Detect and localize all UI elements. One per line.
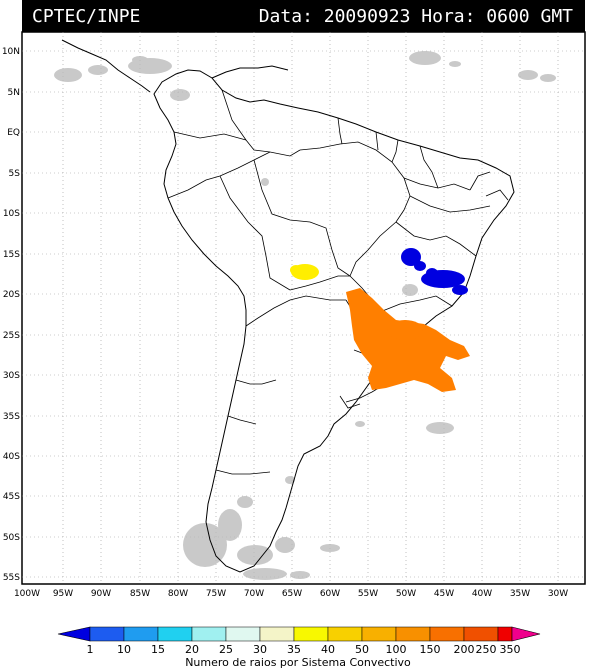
- legend-tick: 20: [185, 643, 199, 656]
- legend-swatch: [463, 626, 499, 642]
- lat-label: 20S: [3, 290, 20, 300]
- legend-swatch: [259, 626, 295, 642]
- longitude-labels: 100W 95W 90W 85W 80W 75W 70W 65W 60W 55W…: [14, 589, 568, 599]
- legend-swatch: [327, 626, 363, 642]
- legend-tick: 100: [386, 643, 407, 656]
- lat-label: 55S: [3, 573, 20, 583]
- legend-swatch: [429, 626, 465, 642]
- legend-tick: 15: [151, 643, 165, 656]
- legend-tick: 30: [253, 643, 267, 656]
- legend-swatch: [361, 626, 397, 642]
- cloud-patches: [54, 51, 556, 580]
- lon-label: 100W: [14, 589, 40, 599]
- legend-swatch: [497, 626, 513, 642]
- map-frame: [21, 31, 586, 585]
- legend-swatch: [89, 626, 125, 642]
- lon-label: 95W: [53, 589, 73, 599]
- lon-label: 85W: [130, 589, 150, 599]
- lon-label: 70W: [244, 589, 264, 599]
- lat-label: 45S: [3, 492, 20, 502]
- legend-tick: 1: [87, 643, 94, 656]
- lon-label: 55W: [358, 589, 378, 599]
- lat-label: 5S: [9, 169, 21, 179]
- legend-tick: 40: [321, 643, 335, 656]
- lon-label: 60W: [320, 589, 340, 599]
- legend-tick: 35: [287, 643, 301, 656]
- map-header: CPTEC/INPE Data: 20090923 Hora: 0600 GMT: [22, 0, 585, 32]
- lon-label: 40W: [472, 589, 492, 599]
- lon-label: 65W: [282, 589, 302, 599]
- legend-arrow-right: [511, 626, 541, 642]
- lon-label: 50W: [396, 589, 416, 599]
- legend-title: Numero de raios por Sistema Convectivo: [185, 656, 411, 669]
- legend-arrow-left: [57, 626, 91, 642]
- legend-swatch: [395, 626, 431, 642]
- coastline: [61, 39, 515, 573]
- legend-swatch: [293, 626, 329, 642]
- lon-label: 90W: [91, 589, 111, 599]
- lon-label: 35W: [510, 589, 530, 599]
- convective-system-blue: [401, 248, 468, 295]
- legend-swatch: [157, 626, 193, 642]
- organization-label: CPTEC/INPE: [32, 5, 141, 27]
- legend-tick-labels: 1 10 15 20 25 30 35 40 50 100 150 200 25…: [87, 643, 521, 656]
- lat-label: 5N: [8, 88, 20, 98]
- convective-system-orange: [346, 288, 470, 392]
- convective-system-yellow: [290, 264, 319, 280]
- date-time-label: Data: 20090923 Hora: 0600 GMT: [258, 5, 573, 27]
- legend-tick: 50: [355, 643, 369, 656]
- legend-tick: 350: [500, 643, 521, 656]
- lat-label: 10N: [2, 47, 20, 57]
- lat-label: 25S: [3, 331, 20, 341]
- lon-label: 45W: [434, 589, 454, 599]
- color-legend: [57, 626, 541, 642]
- legend-swatch: [225, 626, 261, 642]
- grid: [22, 32, 585, 584]
- lat-label: 50S: [3, 533, 20, 543]
- lat-label: 10S: [3, 209, 20, 219]
- legend-tick: 250: [476, 643, 497, 656]
- latitude-labels: 10N 5N EQ 5S 10S 15S 20S 25S 30S 35S 40S…: [2, 47, 20, 583]
- lat-label: 35S: [3, 412, 20, 422]
- legend-tick: 150: [420, 643, 441, 656]
- lat-label: 30S: [3, 371, 20, 381]
- legend-tick: 25: [219, 643, 233, 656]
- legend-tick: 10: [117, 643, 131, 656]
- legend-swatch: [191, 626, 227, 642]
- legend-tick: 200: [454, 643, 475, 656]
- lon-label: 30W: [548, 589, 568, 599]
- lat-label: 15S: [3, 250, 20, 260]
- lon-label: 80W: [168, 589, 188, 599]
- lon-label: 75W: [206, 589, 226, 599]
- lat-label: 40S: [3, 452, 20, 462]
- legend-swatch: [123, 626, 159, 642]
- lat-label: EQ: [7, 128, 20, 138]
